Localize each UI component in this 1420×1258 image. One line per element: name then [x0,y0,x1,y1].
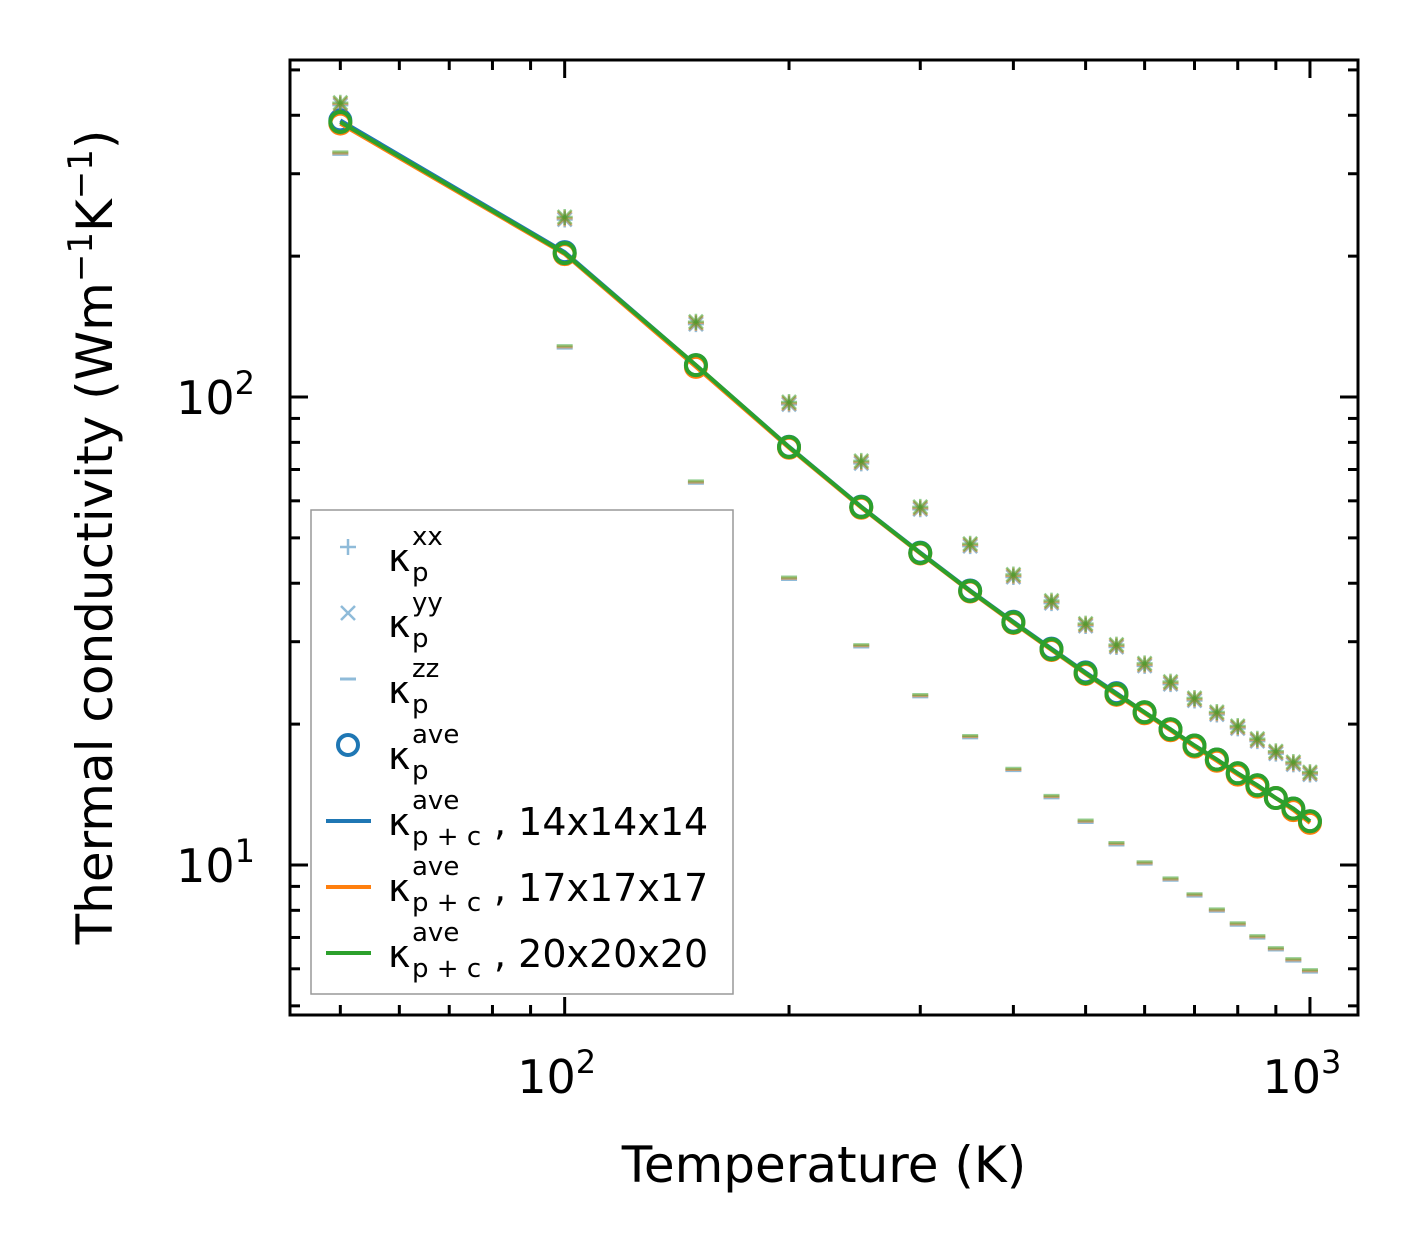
marker-x [1249,730,1266,747]
marker-x [1005,566,1022,583]
marker-circle [1001,610,1026,635]
marker-circle [1281,796,1306,821]
legend-label-sub: p [412,756,429,786]
legend-label-sup: yy [412,588,443,618]
marker-x [853,452,870,469]
legend-label-sup: ave [412,852,459,882]
marker-circle [958,579,983,604]
marker-circle [849,495,874,520]
marker-x [1229,718,1246,734]
series-line-20x20x20 [339,120,1312,823]
marker-series-yy [332,94,1318,780]
marker-circle [1204,747,1229,772]
marker-x [1136,655,1153,672]
y-tick-label: 102 [176,364,255,425]
legend-label-sup: ave [412,720,459,750]
legend-item-20x20x20: κ ave p + c , 20x20x20 [326,918,708,984]
marker-circle [1297,809,1322,834]
axis-ticks [290,60,1358,1015]
legend-label: κ [388,932,410,976]
legend-label-sub: p + c [412,888,481,918]
legend-label-sub: p [412,558,429,588]
marker-circle [1039,637,1064,662]
legend-label-sup: ave [412,918,459,948]
legend-label-sup: zz [412,654,439,684]
legend-label: κ [388,536,410,580]
marker-x [1267,743,1284,760]
legend-label: κ [388,866,410,910]
marker-x [1285,754,1302,770]
legend-label-sup: ave [412,786,459,816]
x-tick-label: 103 [1263,1043,1342,1104]
legend-label-sup: xx [412,522,443,552]
legend-item-14x14x14: κ ave p + c , 14x14x14 [326,786,708,852]
marker-series-ave [328,109,1322,834]
marker-x [1302,764,1318,780]
legend-label-suffix: , 20x20x20 [494,932,708,976]
marker-x [332,94,349,111]
marker-circle [1263,786,1288,811]
marker-x [781,394,797,410]
marker-circle [908,541,933,566]
legend-label-sub: p [412,624,429,654]
legend-item-17x17x17: κ ave p + c , 17x17x17 [326,852,708,918]
legend-item-zz: κ zz p [340,654,439,720]
legend-box [310,509,734,995]
legend-label: κ [388,734,410,778]
marker-x [1186,690,1203,706]
marker-circle [1158,717,1183,742]
marker-x [1162,673,1179,690]
x-tick-label: 102 [517,1043,596,1104]
legend-label-sub: p + c [412,954,481,984]
marker-circle [1182,733,1207,758]
legend-item-xx: κ xx p [340,522,443,588]
legend-label: κ [388,602,410,646]
marker-x [1043,592,1060,609]
legend-label-suffix: , 14x14x14 [494,800,708,844]
y-axis-label: Thermal conductivity (Wm−1K−1) [61,130,124,946]
marker-circle [328,109,353,134]
marker-circle [1132,700,1157,725]
legend-label: κ [388,800,410,844]
marker-circle [336,733,360,757]
marker-x [688,313,704,330]
marker-x [912,498,929,515]
marker-series-zz [332,150,1318,972]
marker-x [556,209,573,225]
marker-circle [1225,761,1250,786]
marker-x [340,605,356,621]
marker-circle [1073,661,1098,686]
marker-x [962,535,979,552]
series-group-20x20x20 [328,94,1322,972]
legend-item-yy: κ yy p [340,588,443,654]
legend-label-sub: p [412,690,429,720]
marker-plus [340,539,356,555]
legend-label-sub: p + c [412,822,481,852]
marker-circle [1245,773,1270,798]
marker-x [1108,636,1125,653]
legend-item-ave: κ ave p [336,720,459,786]
marker-circle [683,353,708,378]
x-axis-label: Temperature (K) [621,1136,1026,1194]
y-tick-label: 101 [176,832,255,893]
marker-circle [552,241,577,266]
data-marks [328,94,1322,974]
legend-label: κ [388,668,410,712]
marker-x [1077,615,1094,632]
marker-circle [1104,681,1129,706]
plot-frame [288,58,1360,1017]
marker-x [1208,704,1225,720]
legend-label-suffix: , 17x17x17 [494,866,708,910]
marker-circle [777,434,802,459]
